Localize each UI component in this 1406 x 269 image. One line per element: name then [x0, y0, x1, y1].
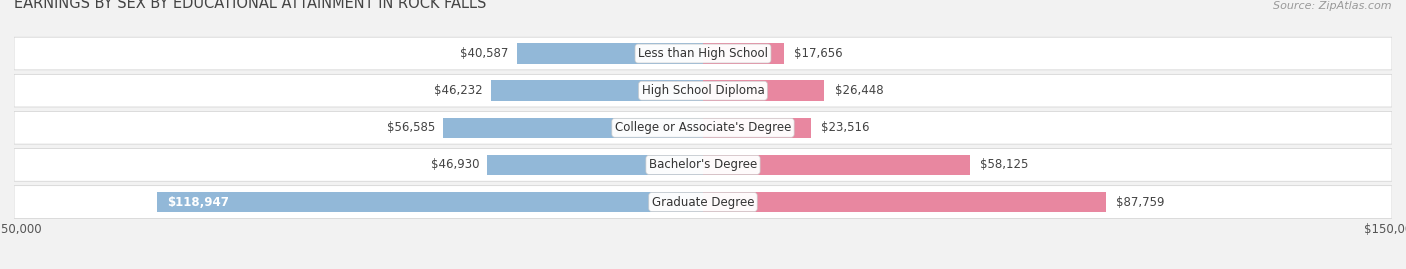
- Text: College or Associate's Degree: College or Associate's Degree: [614, 121, 792, 134]
- Bar: [703, 155, 970, 175]
- Text: $58,125: $58,125: [980, 158, 1029, 171]
- Bar: [488, 155, 703, 175]
- Bar: [516, 43, 703, 64]
- FancyBboxPatch shape: [14, 148, 1392, 181]
- Bar: [703, 80, 824, 101]
- Text: $23,516: $23,516: [821, 121, 870, 134]
- Text: $87,759: $87,759: [1116, 196, 1166, 208]
- Bar: [703, 43, 785, 64]
- Bar: [703, 118, 811, 138]
- FancyBboxPatch shape: [14, 111, 1392, 144]
- Text: Less than High School: Less than High School: [638, 47, 768, 60]
- Bar: [156, 192, 703, 212]
- FancyBboxPatch shape: [14, 37, 1392, 70]
- Text: Graduate Degree: Graduate Degree: [652, 196, 754, 208]
- Text: $56,585: $56,585: [387, 121, 434, 134]
- Text: $17,656: $17,656: [794, 47, 844, 60]
- Text: EARNINGS BY SEX BY EDUCATIONAL ATTAINMENT IN ROCK FALLS: EARNINGS BY SEX BY EDUCATIONAL ATTAINMEN…: [14, 0, 486, 11]
- FancyBboxPatch shape: [14, 186, 1392, 218]
- Text: Source: ZipAtlas.com: Source: ZipAtlas.com: [1274, 1, 1392, 11]
- Text: $118,947: $118,947: [167, 196, 229, 208]
- Bar: [491, 80, 703, 101]
- FancyBboxPatch shape: [14, 74, 1392, 107]
- Text: $46,232: $46,232: [434, 84, 482, 97]
- Bar: [703, 192, 1107, 212]
- Text: $46,930: $46,930: [430, 158, 479, 171]
- Text: Bachelor's Degree: Bachelor's Degree: [650, 158, 756, 171]
- Text: $26,448: $26,448: [835, 84, 883, 97]
- Text: $40,587: $40,587: [460, 47, 509, 60]
- Bar: [443, 118, 703, 138]
- Text: High School Diploma: High School Diploma: [641, 84, 765, 97]
